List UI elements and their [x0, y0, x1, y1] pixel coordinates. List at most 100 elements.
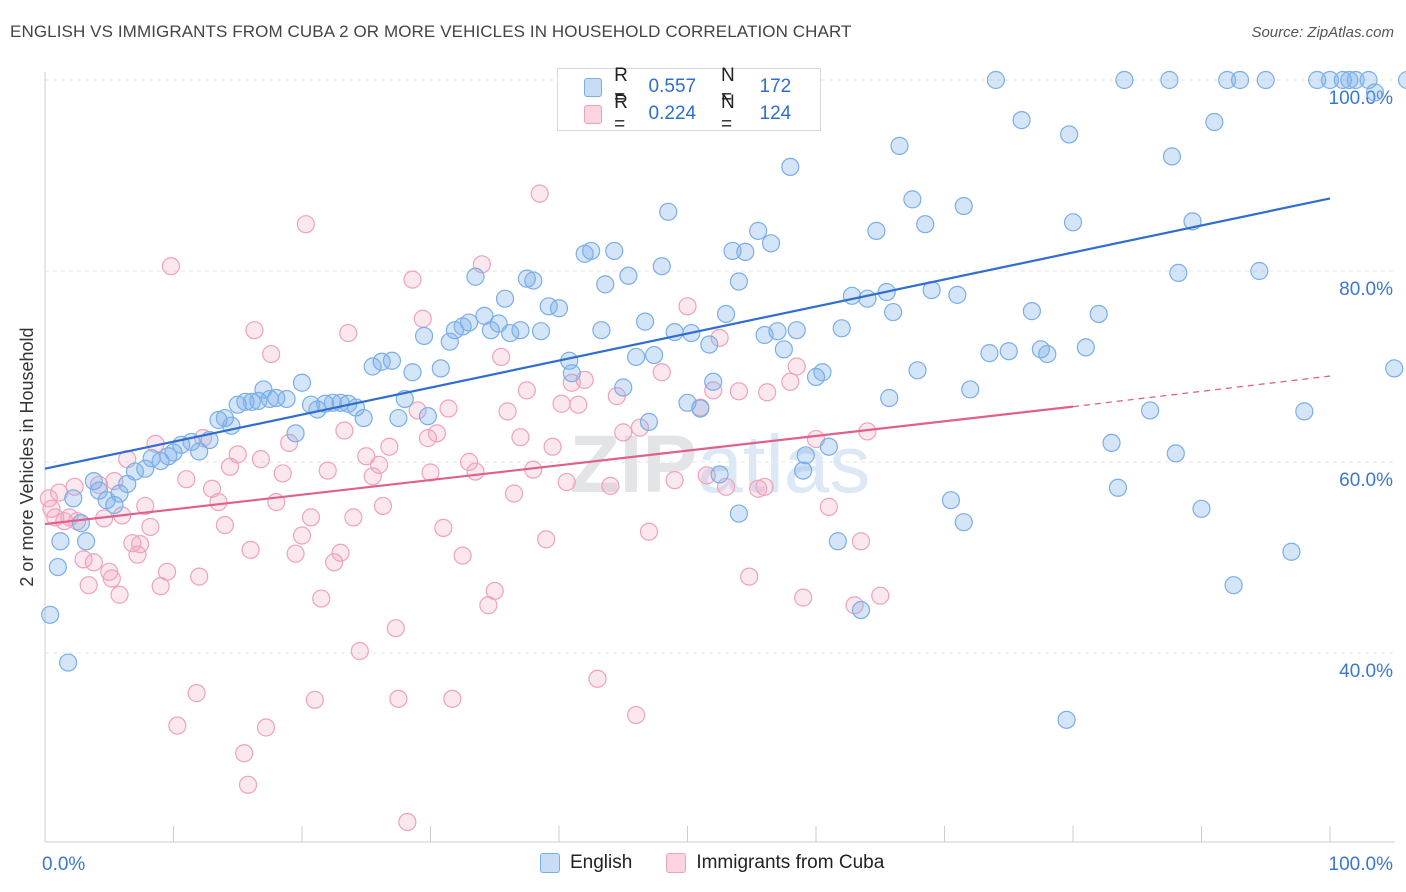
english-point: [414, 326, 434, 346]
series-legend: English Immigrants from Cuba: [540, 852, 918, 874]
cuba-point: [301, 508, 321, 527]
cuba-point: [251, 450, 270, 469]
cuba-point: [413, 309, 432, 328]
english-point: [105, 495, 124, 515]
cuba-point: [128, 545, 147, 564]
english-point: [549, 299, 569, 318]
english-point: [832, 319, 851, 338]
cuba-point: [228, 445, 247, 464]
english-point: [704, 372, 723, 391]
cuba-point: [123, 534, 142, 553]
english-point: [389, 408, 408, 428]
english-point: [1169, 263, 1188, 283]
english-point: [1160, 70, 1179, 90]
cuba-point: [537, 530, 556, 549]
english-point: [828, 532, 847, 551]
cuba-point: [678, 297, 697, 316]
cuba-point: [373, 496, 393, 516]
english-point: [768, 322, 787, 341]
english-point: [89, 481, 109, 500]
english-point: [858, 289, 877, 308]
english-point: [1057, 710, 1076, 729]
cuba-point: [177, 470, 196, 489]
english-point: [1398, 70, 1406, 90]
cuba-point: [552, 394, 571, 413]
english-point: [236, 392, 255, 411]
cuba-point: [418, 429, 438, 448]
english-point: [1162, 147, 1182, 166]
english-point: [592, 321, 611, 340]
english-point: [440, 332, 459, 351]
cuba-point: [39, 489, 58, 508]
english-point: [1038, 344, 1057, 364]
cuba-point: [639, 522, 659, 541]
english-point: [883, 302, 903, 322]
english-point: [286, 424, 305, 443]
chart-title: ENGLISH VS IMMIGRANTS FROM CUBA 2 OR MOR…: [10, 22, 852, 41]
cuba-point: [130, 535, 150, 554]
english-point: [84, 472, 103, 491]
cuba-point: [453, 546, 472, 565]
english-point: [277, 389, 296, 409]
cuba-point: [498, 402, 517, 421]
cuba-point: [403, 270, 422, 289]
english-trendline: [44, 197, 1331, 470]
n-label: N =: [721, 65, 735, 108]
cuba-point: [755, 477, 774, 496]
english-point: [403, 363, 422, 382]
cuba-point: [331, 543, 350, 562]
english-point: [729, 504, 749, 523]
english-point: [254, 380, 273, 399]
cuba-point: [292, 526, 312, 545]
cuba-point: [318, 461, 337, 480]
english-point: [1320, 70, 1340, 90]
english-point: [781, 157, 800, 177]
english-point: [215, 408, 234, 428]
cuba-point: [504, 484, 524, 503]
english-point: [948, 285, 967, 304]
english-point: [729, 272, 749, 291]
cuba-point: [280, 433, 299, 452]
cuba-point: [42, 499, 61, 518]
english-point: [813, 363, 832, 382]
english-point: [961, 380, 980, 399]
r-value: 0.224: [648, 103, 697, 124]
cuba-point: [588, 669, 607, 688]
english-point: [1166, 444, 1185, 463]
english-point: [242, 392, 261, 411]
english-point: [639, 412, 659, 431]
legend-label-english: English: [570, 852, 633, 873]
legend-item-english[interactable]: English: [540, 852, 632, 874]
cuba-point: [557, 472, 576, 492]
english-point: [700, 335, 719, 354]
n-value: 172: [759, 76, 792, 97]
english-point: [941, 491, 961, 510]
cuba-point: [168, 716, 187, 735]
cuba-point: [630, 418, 650, 437]
english-point: [614, 378, 633, 397]
cuba-point: [273, 464, 292, 483]
english-point: [64, 489, 83, 508]
cuba-point: [665, 471, 684, 490]
english-point: [531, 322, 551, 341]
cuba-point: [758, 383, 777, 402]
cuba-point: [485, 581, 504, 601]
cuba-point: [157, 562, 177, 581]
cuba-point: [74, 550, 93, 569]
cuba-point: [871, 586, 890, 605]
english-point: [1224, 576, 1243, 595]
stats-row-english: R = 0.557 N = 172: [584, 65, 820, 108]
cuba-point: [245, 321, 264, 340]
cuba-point: [344, 508, 363, 527]
english-point: [819, 437, 838, 456]
english-point: [582, 241, 601, 261]
y-tick-label: 80.0%: [1339, 279, 1393, 300]
cuba-trendline: [44, 405, 1074, 526]
english-point: [761, 234, 781, 253]
cuba-point: [363, 467, 382, 486]
cuba-point: [84, 553, 103, 572]
english-point: [851, 600, 871, 620]
legend-item-cuba[interactable]: Immigrants from Cuba: [666, 852, 884, 874]
english-point: [501, 323, 520, 343]
english-point: [1205, 112, 1224, 132]
